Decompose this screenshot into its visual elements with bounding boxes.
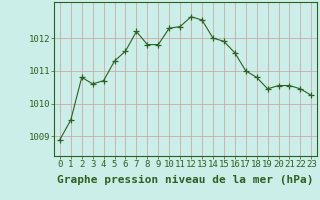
X-axis label: Graphe pression niveau de la mer (hPa): Graphe pression niveau de la mer (hPa) — [57, 175, 314, 185]
